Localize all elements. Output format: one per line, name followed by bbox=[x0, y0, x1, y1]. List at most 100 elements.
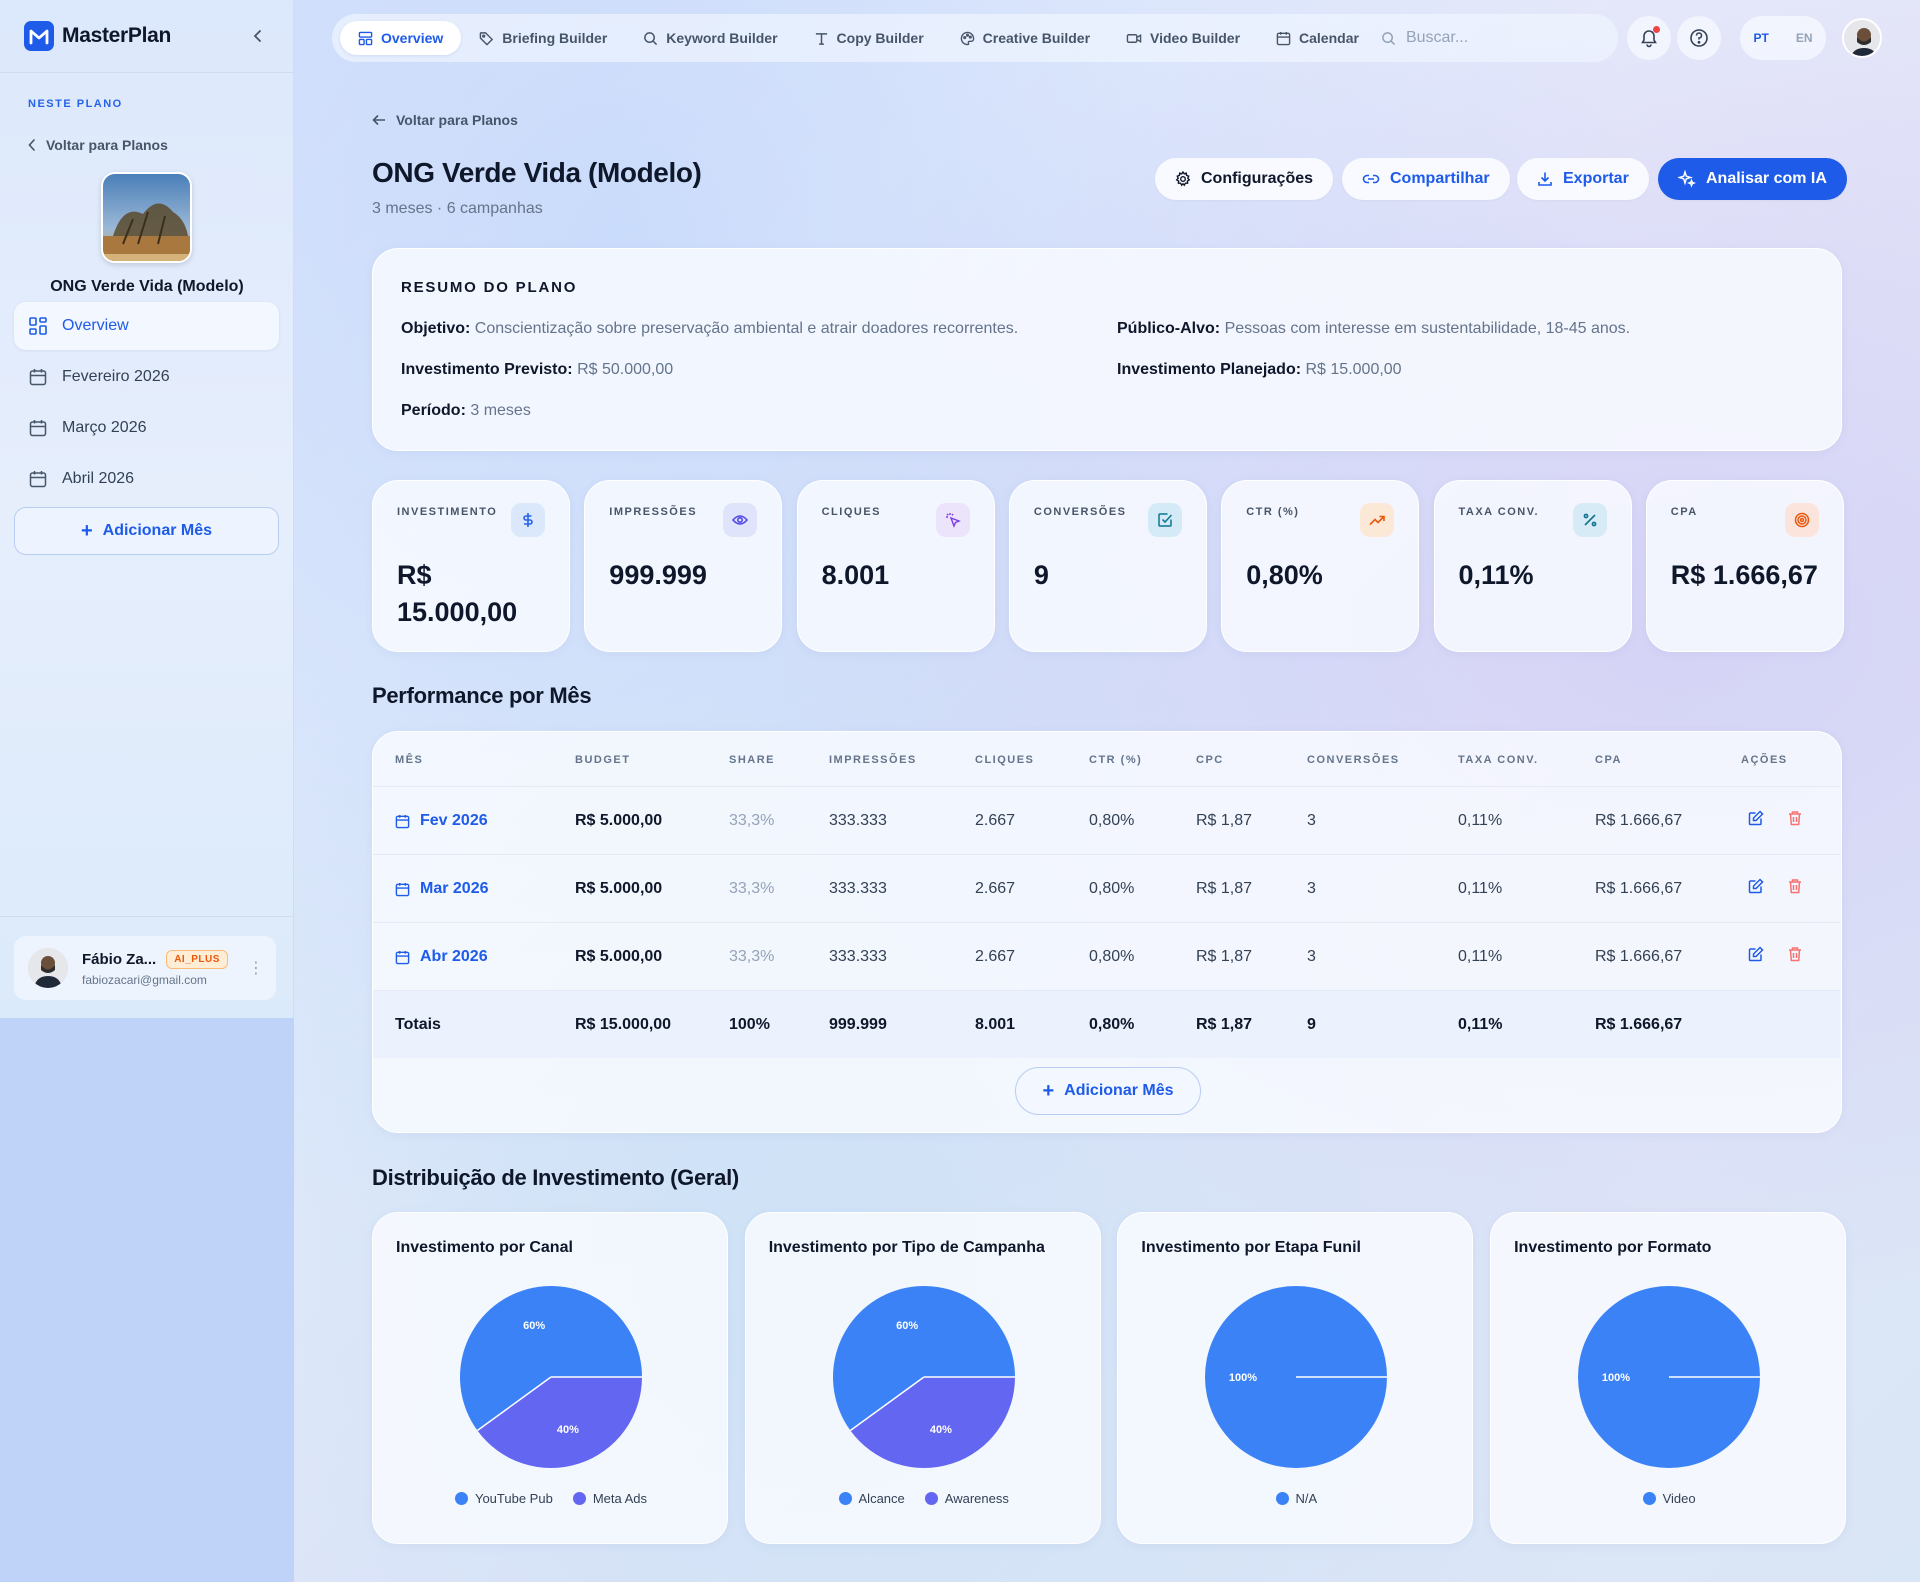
table-header: IMPRESSÕES bbox=[829, 754, 917, 766]
table-cell: R$ 1.666,67 bbox=[1595, 880, 1683, 897]
settings-button[interactable]: Configurações bbox=[1155, 158, 1334, 200]
table-header: CPA bbox=[1595, 754, 1622, 766]
pie-slice[interactable] bbox=[477, 1377, 642, 1468]
export-button[interactable]: Exportar bbox=[1517, 158, 1649, 200]
metric-value: 0,11% bbox=[1458, 560, 1534, 590]
pie-slice[interactable] bbox=[850, 1377, 1015, 1468]
table-add-month-button[interactable]: + Adicionar Mês bbox=[1015, 1067, 1201, 1115]
target-icon bbox=[1784, 503, 1819, 537]
chart-title: Investimento por Formato bbox=[1514, 1239, 1712, 1256]
sidebar-item-label: Fevereiro 2026 bbox=[62, 368, 170, 385]
pie-slice-label: 100% bbox=[1229, 1372, 1257, 1384]
sidebar-item-label: Overview bbox=[62, 317, 129, 334]
edit-row-button[interactable] bbox=[1748, 946, 1764, 967]
sidebar-add-month-button[interactable]: + Adicionar Mês bbox=[14, 507, 279, 555]
lang-en-button[interactable]: EN bbox=[1795, 31, 1813, 45]
back-to-plans-link[interactable]: Voltar para Planos bbox=[372, 112, 518, 128]
edit-row-button[interactable] bbox=[1748, 810, 1764, 831]
add-month-label: Adicionar Mês bbox=[102, 522, 213, 539]
legend-item[interactable]: Meta Ads bbox=[572, 1491, 648, 1506]
tab-label: Copy Builder bbox=[836, 30, 924, 46]
chevron-left-icon bbox=[28, 139, 35, 151]
tab-copy-builder[interactable]: Copy Builder bbox=[796, 21, 942, 55]
help-button[interactable] bbox=[1677, 16, 1721, 60]
month-link[interactable]: Abr 2026 bbox=[395, 948, 488, 966]
table-header: MÊS bbox=[395, 754, 424, 766]
dollar-icon bbox=[511, 503, 545, 537]
summary-objective: Objetivo: Conscientização sobre preserva… bbox=[401, 320, 1019, 337]
back-to-plans-link[interactable]: Voltar para Planos bbox=[28, 137, 168, 153]
avatar bbox=[28, 948, 68, 988]
notifications-button[interactable] bbox=[1627, 16, 1671, 60]
table-cell: 0,11% bbox=[1458, 948, 1503, 965]
plus-icon: + bbox=[80, 520, 93, 542]
tab-briefing-builder[interactable]: Briefing Builder bbox=[461, 21, 625, 55]
global-search[interactable]: Buscar... bbox=[1381, 29, 1468, 47]
edit-row-button[interactable] bbox=[1748, 878, 1764, 899]
tab-creative-builder[interactable]: Creative Builder bbox=[942, 21, 1108, 55]
legend-item[interactable]: YouTube Pub bbox=[454, 1491, 553, 1506]
table-row: Abr 2026 R$ 5.000,00 33,3% 333.333 2.667 0,80… bbox=[373, 922, 1840, 990]
month-link[interactable]: Fev 2026 bbox=[395, 812, 488, 830]
share-button[interactable]: Compartilhar bbox=[1342, 158, 1510, 200]
delete-row-button[interactable] bbox=[1788, 810, 1802, 831]
sidebar-item-abril[interactable]: Abril 2026 bbox=[14, 455, 279, 503]
palette-icon bbox=[960, 31, 974, 45]
chart-legend: N/A bbox=[1118, 1491, 1474, 1506]
pie-slice[interactable] bbox=[832, 1286, 1015, 1431]
table-cell: 3 bbox=[1307, 880, 1316, 897]
pie-slice[interactable] bbox=[460, 1286, 642, 1431]
delete-row-button[interactable] bbox=[1788, 878, 1802, 899]
trash-icon bbox=[1789, 947, 1801, 962]
pie-chart-card: Investimento por Canal 60% 40% YouTube Pub M… bbox=[372, 1212, 728, 1544]
month-link[interactable]: Mar 2026 bbox=[395, 880, 489, 898]
sidebar-background bbox=[0, 1018, 294, 1582]
grid-icon bbox=[28, 316, 48, 336]
legend-dot bbox=[1642, 1492, 1656, 1505]
pie-slice-label: 60% bbox=[896, 1320, 918, 1332]
divider bbox=[0, 916, 294, 917]
table-cell: 333.333 bbox=[829, 812, 887, 829]
collapse-sidebar-button[interactable] bbox=[246, 24, 270, 48]
legend-item[interactable]: Alcance bbox=[838, 1491, 905, 1506]
tab-calendar[interactable]: Calendar bbox=[1258, 21, 1377, 55]
legend-label: Meta Ads bbox=[592, 1491, 648, 1506]
table-cell: R$ 15.000,00 bbox=[575, 1016, 672, 1033]
sparkles-icon bbox=[1678, 170, 1696, 188]
metric-value: 0,80% bbox=[1246, 560, 1323, 590]
tab-keyword-builder[interactable]: Keyword Builder bbox=[625, 21, 795, 55]
sidebar-item-fevereiro[interactable]: Fevereiro 2026 bbox=[14, 353, 279, 401]
avatar[interactable] bbox=[1842, 18, 1882, 58]
sidebar-item-marco[interactable]: Março 2026 bbox=[14, 404, 279, 452]
layout-icon bbox=[358, 31, 373, 45]
legend-item[interactable]: Video bbox=[1642, 1491, 1696, 1506]
legend-item[interactable]: N/A bbox=[1275, 1491, 1317, 1506]
pie-chart-card: Investimento por Tipo de Campanha 60% 40% A… bbox=[744, 1212, 1101, 1544]
tab-overview[interactable]: Overview bbox=[340, 21, 462, 55]
calendar-icon bbox=[395, 814, 410, 828]
delete-row-button[interactable] bbox=[1788, 946, 1802, 967]
table-cell: 0,80% bbox=[1089, 1016, 1135, 1033]
calendar-icon bbox=[28, 418, 48, 438]
language-switcher: PT EN bbox=[1740, 16, 1826, 60]
more-vertical-icon[interactable]: ⋮ bbox=[248, 960, 264, 977]
performance-section-title: Performance por Mês bbox=[372, 683, 592, 708]
table-header: CONVERSÕES bbox=[1307, 754, 1400, 766]
sidebar-item-overview[interactable]: Overview bbox=[14, 302, 279, 350]
chart-title: Investimento por Tipo de Campanha bbox=[768, 1239, 1045, 1256]
plan-badge: AI_PLUS bbox=[166, 949, 228, 969]
metric-card-impress-es: IMPRESSÕES 999.999 bbox=[584, 480, 783, 652]
edit-icon bbox=[1748, 810, 1764, 826]
tab-video-builder[interactable]: Video Builder bbox=[1108, 21, 1258, 55]
table-cell: 0,80% bbox=[1089, 948, 1135, 965]
lang-pt-button[interactable]: PT bbox=[1753, 31, 1769, 45]
legend-item[interactable]: Awareness bbox=[924, 1491, 1009, 1506]
analyze-ai-button[interactable]: Analisar com IA bbox=[1658, 158, 1847, 200]
table-cell: R$ 1,87 bbox=[1196, 1016, 1253, 1033]
legend-label: Awareness bbox=[944, 1491, 1009, 1506]
table-header: CLIQUES bbox=[975, 754, 1035, 766]
brand[interactable]: MasterPlan bbox=[24, 20, 171, 52]
search-input[interactable]: Buscar... bbox=[1405, 29, 1469, 46]
user-profile-card[interactable]: Fábio Za... AI_PLUS fabiozacari@gmail.co… bbox=[14, 936, 276, 1000]
masterplan-logo-icon bbox=[24, 21, 54, 51]
